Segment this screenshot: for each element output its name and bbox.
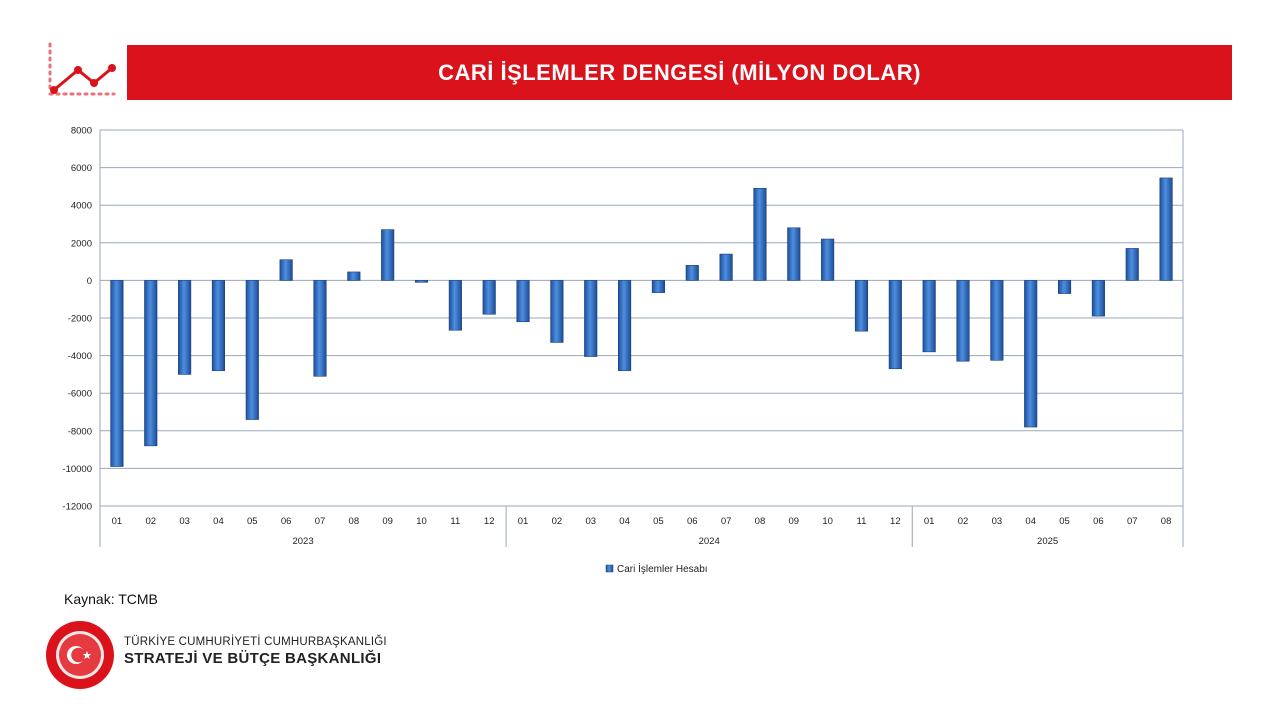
x-tick-label: 01 bbox=[518, 516, 529, 527]
legend-label: Cari İşlemler Hesabı bbox=[617, 562, 708, 575]
x-tick-label: 10 bbox=[822, 516, 833, 527]
x-tick-label: 10 bbox=[416, 516, 427, 527]
x-tick-label: 08 bbox=[1161, 516, 1172, 527]
bar bbox=[211, 280, 226, 371]
x-tick-label: 05 bbox=[247, 516, 258, 527]
bar bbox=[888, 280, 902, 370]
bar bbox=[854, 280, 869, 332]
x-tick-label: 02 bbox=[958, 516, 969, 527]
bar bbox=[1024, 280, 1038, 428]
source-note: Kaynak: TCMB bbox=[64, 591, 158, 607]
bar bbox=[279, 259, 293, 281]
bar bbox=[313, 280, 327, 377]
legend-swatch bbox=[605, 564, 614, 573]
bar bbox=[347, 271, 361, 281]
group-label: 2024 bbox=[699, 536, 720, 547]
x-tick-label: 07 bbox=[721, 516, 732, 527]
bar bbox=[448, 280, 462, 331]
page-title: CARİ İŞLEMLER DENGESİ (MİLYON DOLAR) bbox=[438, 59, 921, 85]
bar bbox=[144, 280, 158, 447]
trend-line-icon bbox=[48, 42, 116, 96]
bar bbox=[516, 280, 530, 323]
x-tick-label: 06 bbox=[1093, 516, 1104, 527]
x-tick-label: 11 bbox=[857, 516, 867, 527]
x-tick-label: 06 bbox=[687, 516, 698, 527]
bar bbox=[990, 280, 1004, 361]
bar bbox=[956, 280, 970, 362]
x-tick-label: 07 bbox=[1127, 516, 1138, 527]
y-tick-label: 4000 bbox=[71, 201, 92, 212]
bar bbox=[414, 280, 429, 283]
x-tick-label: 05 bbox=[653, 516, 664, 527]
bar bbox=[550, 280, 564, 343]
group-label: 2023 bbox=[292, 536, 313, 547]
bar bbox=[110, 280, 124, 467]
group-label: 2025 bbox=[1037, 536, 1058, 547]
x-tick-label: 03 bbox=[585, 516, 596, 527]
title-banner: CARİ İŞLEMLER DENGESİ (MİLYON DOLAR) bbox=[127, 45, 1232, 100]
bar bbox=[651, 280, 665, 293]
x-tick-label: 02 bbox=[145, 516, 156, 527]
x-tick-label: 12 bbox=[484, 516, 495, 527]
bar-chart: 8000 6000 4000 2000 0 -2000 -4000 -6000 -8000 -10… bbox=[62, 126, 1184, 575]
bar bbox=[685, 265, 699, 281]
y-tick-label: -8000 bbox=[68, 426, 92, 437]
bar bbox=[178, 280, 192, 375]
bar bbox=[753, 187, 767, 281]
bar bbox=[584, 280, 598, 357]
bar bbox=[787, 227, 801, 281]
y-tick-label: 6000 bbox=[71, 163, 92, 174]
y-tick-label: -6000 bbox=[68, 389, 92, 400]
x-tick-label: 08 bbox=[349, 516, 360, 527]
organization-line-2: STRATEJİ VE BÜTÇE BAŞKANLIĞI bbox=[124, 650, 382, 667]
x-tick-label: 04 bbox=[213, 516, 224, 527]
y-tick-label: 0 bbox=[87, 276, 92, 287]
x-tick-label: 02 bbox=[552, 516, 563, 527]
x-tick-label: 07 bbox=[315, 516, 326, 527]
x-tick-label: 09 bbox=[789, 516, 800, 527]
x-tick-label: 03 bbox=[992, 516, 1003, 527]
bar bbox=[245, 280, 259, 420]
bar bbox=[922, 280, 936, 353]
organization-name: TÜRKİYE CUMHURİYETİ CUMHURBAŞKANLIĞI STR… bbox=[124, 636, 387, 667]
y-tick-label: -12000 bbox=[62, 502, 92, 513]
bar bbox=[381, 229, 395, 281]
bar bbox=[1057, 280, 1072, 294]
bar bbox=[719, 253, 733, 281]
organization-line-1: TÜRKİYE CUMHURİYETİ CUMHURBAŞKANLIĞI bbox=[124, 636, 387, 648]
y-tick-label: -4000 bbox=[68, 351, 92, 362]
x-tick-label: 04 bbox=[1025, 516, 1036, 527]
x-tick-label: 01 bbox=[112, 516, 123, 527]
y-tick-label: 2000 bbox=[71, 238, 92, 249]
bar bbox=[1159, 177, 1173, 281]
bar bbox=[618, 280, 632, 371]
bar bbox=[821, 238, 835, 281]
x-tick-label: 06 bbox=[281, 516, 292, 527]
x-tick-label: 09 bbox=[382, 516, 393, 527]
y-tick-label: -2000 bbox=[68, 314, 92, 325]
x-tick-label: 11 bbox=[450, 516, 460, 527]
bar bbox=[482, 280, 496, 315]
x-tick-label: 08 bbox=[755, 516, 766, 527]
y-tick-label: -10000 bbox=[62, 464, 92, 475]
bar bbox=[1091, 280, 1105, 317]
bar bbox=[1125, 248, 1139, 281]
sbb-seal-logo bbox=[46, 621, 114, 689]
x-tick-label: 03 bbox=[179, 516, 190, 527]
y-tick-label: 8000 bbox=[71, 126, 92, 137]
x-tick-label: 04 bbox=[619, 516, 630, 527]
x-tick-label: 05 bbox=[1059, 516, 1070, 527]
x-tick-label: 01 bbox=[924, 516, 935, 527]
x-tick-label: 12 bbox=[890, 516, 901, 527]
